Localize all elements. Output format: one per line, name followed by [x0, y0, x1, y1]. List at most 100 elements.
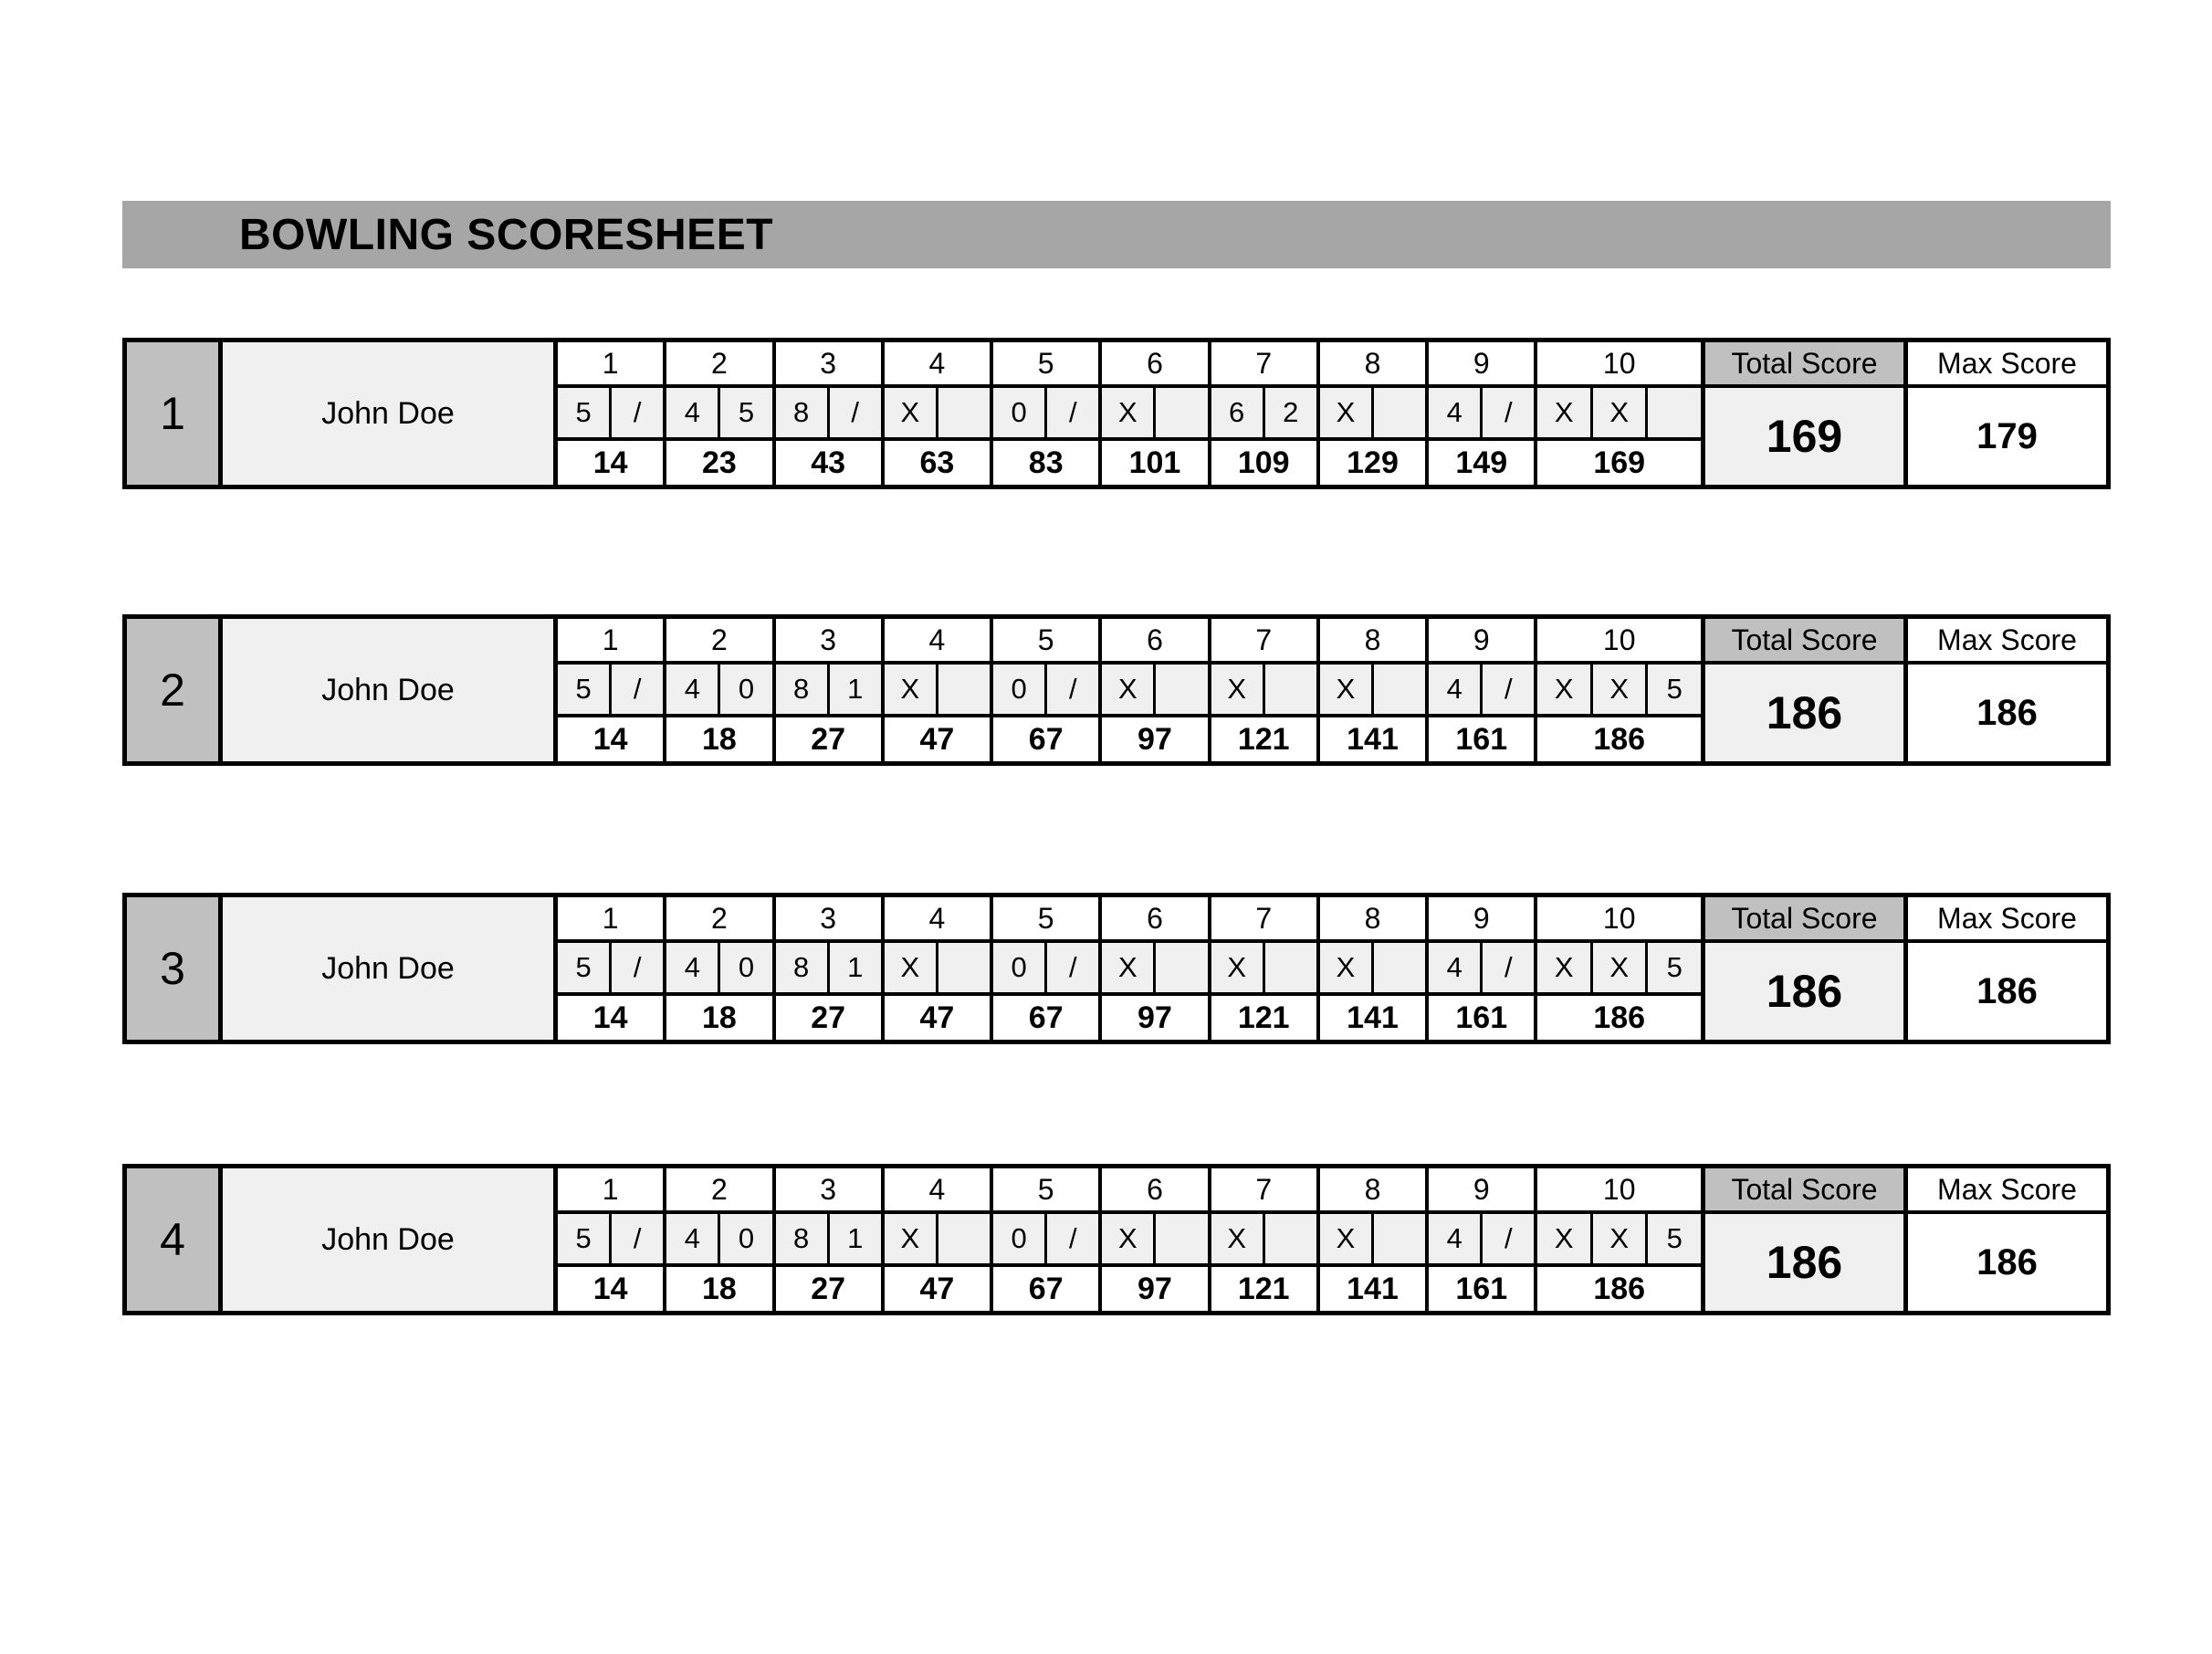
- throw-cell[interactable]: 8: [775, 388, 830, 437]
- throw-cell[interactable]: /: [612, 388, 664, 437]
- throw-cell[interactable]: /: [1483, 1214, 1535, 1263]
- throw-cell[interactable]: [1648, 388, 1702, 437]
- throw-cell[interactable]: /: [1483, 665, 1535, 714]
- throw-cell[interactable]: X: [1102, 1214, 1157, 1263]
- throw-cell[interactable]: [1156, 665, 1208, 714]
- throw-cell[interactable]: X: [1537, 943, 1593, 992]
- throw-cell[interactable]: 2: [1264, 388, 1316, 437]
- scoresheet-row: 3 John Doe 1 2 3 4 5 6 7 8 9 10 5/4 0 8 1 X 0/X X X 4/X X 5 14 1…: [122, 893, 2111, 1044]
- throw-cell[interactable]: 0: [993, 943, 1048, 992]
- throw-cell[interactable]: 5: [558, 665, 613, 714]
- throw-cell[interactable]: X: [1102, 943, 1157, 992]
- throw-cell[interactable]: 5: [1648, 943, 1702, 992]
- throw-cell[interactable]: [1156, 388, 1208, 437]
- frame-cumulative-score: 18: [666, 717, 772, 761]
- throw-cell[interactable]: [1374, 388, 1426, 437]
- throw-cell[interactable]: X: [1211, 943, 1265, 992]
- throw-cell[interactable]: X: [1319, 1214, 1374, 1263]
- throw-cell[interactable]: [1156, 943, 1208, 992]
- throw-cell[interactable]: X: [1102, 665, 1157, 714]
- throw-cell[interactable]: X: [884, 943, 938, 992]
- throw-cell[interactable]: [938, 1214, 991, 1263]
- throw-cell[interactable]: 4: [1429, 388, 1483, 437]
- throw-cell[interactable]: 8: [775, 943, 830, 992]
- player-name-cell[interactable]: John Doe: [223, 342, 558, 485]
- throw-cell[interactable]: /: [1047, 943, 1099, 992]
- throw-cell[interactable]: 0: [720, 665, 772, 714]
- throw-cell[interactable]: 0: [720, 943, 772, 992]
- throw-cell[interactable]: X: [884, 1214, 938, 1263]
- throw-cell[interactable]: 4: [1429, 665, 1483, 714]
- throw-cell[interactable]: /: [612, 943, 664, 992]
- throw-cell[interactable]: 8: [775, 1214, 830, 1263]
- throw-cell[interactable]: 4: [666, 665, 721, 714]
- throw-cell[interactable]: [938, 943, 991, 992]
- frame-header-col: 9: [1429, 1168, 1538, 1214]
- frame-number: 10: [1537, 1168, 1702, 1214]
- throw-cell[interactable]: [1156, 1214, 1208, 1263]
- throw-cell[interactable]: 1: [829, 943, 881, 992]
- throw-cell[interactable]: X: [1592, 388, 1649, 437]
- throw-cell[interactable]: X: [1102, 388, 1157, 437]
- throw-cell[interactable]: 5: [558, 1214, 613, 1263]
- throw-cell[interactable]: [938, 388, 991, 437]
- throw-cell[interactable]: [1374, 1214, 1426, 1263]
- throw-cell[interactable]: 1: [829, 1214, 881, 1263]
- throw-cell[interactable]: X: [1592, 665, 1649, 714]
- throw-cell[interactable]: X: [1592, 1214, 1649, 1263]
- frame-score-col: 121: [1211, 996, 1320, 1040]
- throw-cell[interactable]: X: [1592, 943, 1649, 992]
- frame-cumulative-score: 109: [1211, 441, 1316, 485]
- throw-cell[interactable]: 0: [993, 1214, 1048, 1263]
- throw-cell[interactable]: /: [1483, 388, 1535, 437]
- player-name-cell[interactable]: John Doe: [223, 1168, 558, 1311]
- frame-score-col: 27: [775, 717, 885, 761]
- frame-number: 9: [1429, 897, 1535, 943]
- throw-cell[interactable]: X: [1537, 388, 1593, 437]
- throw-cell[interactable]: /: [1047, 1214, 1099, 1263]
- throw-cell[interactable]: /: [1047, 665, 1099, 714]
- player-name-cell[interactable]: John Doe: [223, 619, 558, 761]
- throw-cell[interactable]: X: [1537, 1214, 1593, 1263]
- throw-cell[interactable]: [1374, 943, 1426, 992]
- throw-cell[interactable]: [1374, 665, 1426, 714]
- throw-cell[interactable]: X: [1537, 665, 1593, 714]
- throw-cell[interactable]: X: [1211, 665, 1265, 714]
- throw-cell[interactable]: [1264, 1214, 1316, 1263]
- throw-cell[interactable]: 5: [1648, 1214, 1702, 1263]
- throw-cell[interactable]: /: [1483, 943, 1535, 992]
- throw-cell[interactable]: 4: [1429, 943, 1483, 992]
- throw-cell[interactable]: 4: [1429, 1214, 1483, 1263]
- throw-cell[interactable]: /: [829, 388, 881, 437]
- throw-cell[interactable]: 1: [829, 665, 881, 714]
- throw-cell[interactable]: 4: [666, 388, 721, 437]
- player-name-cell[interactable]: John Doe: [223, 897, 558, 1040]
- throw-cell[interactable]: 0: [993, 388, 1048, 437]
- throw-cell[interactable]: 6: [1211, 388, 1265, 437]
- throw-cell[interactable]: 0: [993, 665, 1048, 714]
- throw-cell[interactable]: X: [1211, 1214, 1265, 1263]
- throw-cell[interactable]: 5: [558, 388, 613, 437]
- throw-cell[interactable]: X: [1319, 388, 1374, 437]
- throw-cell[interactable]: 5: [720, 388, 772, 437]
- throw-cell[interactable]: 4: [666, 1214, 721, 1263]
- throw-cell[interactable]: 8: [775, 665, 830, 714]
- throw-cell[interactable]: [1264, 943, 1316, 992]
- throw-cell[interactable]: /: [1047, 388, 1099, 437]
- throw-cell[interactable]: X: [884, 388, 938, 437]
- throw-cell[interactable]: 5: [558, 943, 613, 992]
- throw-cell[interactable]: X: [1319, 665, 1374, 714]
- throw-cell[interactable]: 4: [666, 943, 721, 992]
- throw-cell[interactable]: X: [884, 665, 938, 714]
- throw-cell[interactable]: 5: [1648, 665, 1702, 714]
- throw-cell[interactable]: [1264, 665, 1316, 714]
- throw-cell[interactable]: 0: [720, 1214, 772, 1263]
- throw-cell[interactable]: X: [1319, 943, 1374, 992]
- frame-number: 7: [1211, 897, 1316, 943]
- throw-cell[interactable]: [938, 665, 991, 714]
- throw-cell[interactable]: /: [612, 1214, 664, 1263]
- frame-header-col: 2: [666, 619, 776, 665]
- throw-cell[interactable]: /: [612, 665, 664, 714]
